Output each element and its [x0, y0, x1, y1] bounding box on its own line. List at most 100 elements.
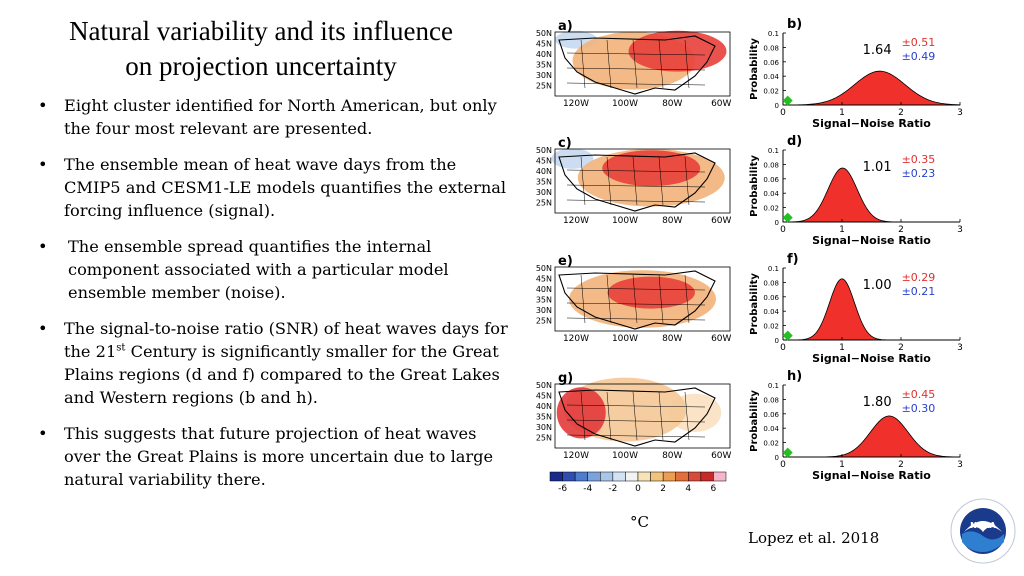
bullet-dot-icon: • — [38, 96, 48, 115]
y-tick-label: 0.06 — [763, 176, 779, 184]
state-border — [566, 317, 706, 321]
bullet-item: • This suggests that future projection of… — [38, 422, 508, 491]
state-border — [684, 156, 690, 206]
snr-upper-uncertainty: ±0.51 — [902, 36, 936, 49]
bullet-superscript: st — [116, 342, 126, 354]
lon-tick-label: 80W — [662, 334, 682, 344]
x-tick-label: 1 — [839, 108, 845, 118]
y-tick-label: 0.06 — [763, 411, 779, 419]
heat-shading — [628, 30, 727, 72]
state-border — [566, 199, 706, 203]
colorbar-swatch — [600, 471, 614, 482]
state-border — [658, 156, 664, 206]
lat-tick-label: 40N — [536, 402, 552, 411]
lon-tick-label: 60W — [711, 451, 731, 461]
lat-tick-label: 45N — [536, 40, 552, 49]
y-tick-label: 0 — [775, 337, 779, 345]
colorbar-tick-label: -4 — [583, 484, 592, 494]
y-axis-title: Probability — [749, 38, 760, 100]
bullet-dot-icon: • — [38, 424, 48, 443]
probability-panel: h) 0 1 2 3 0 0.02 0.04 0.06 0.08 0.1 Signal−Noise R… — [749, 369, 963, 482]
prob-panel-label: b) — [787, 17, 802, 32]
y-tick-label: 0.04 — [763, 308, 779, 316]
heat-shading — [668, 393, 722, 432]
colorbar-swatch — [713, 471, 727, 482]
map-panel-label: c) — [558, 136, 572, 151]
y-tick-label: 0.04 — [763, 425, 779, 433]
colorbar-swatch — [700, 471, 714, 482]
lon-tick-label: 100W — [612, 451, 638, 461]
lon-tick-label: 120W — [563, 334, 589, 344]
x-tick-label: 0 — [780, 108, 786, 118]
bullet-item: • The ensemble mean of heat wave days fro… — [38, 153, 508, 222]
bullet-dot-icon: • — [38, 319, 48, 338]
lat-tick-label: 25N — [536, 434, 552, 443]
probability-curve — [782, 70, 961, 106]
lon-tick-label: 60W — [711, 99, 731, 109]
colorbar-swatch — [612, 471, 626, 482]
heat-shading — [569, 270, 716, 328]
colorbar-swatch — [650, 471, 664, 482]
x-tick-label: 0 — [780, 225, 786, 235]
lat-tick-label: 40N — [536, 167, 552, 176]
x-tick-label: 0 — [780, 343, 786, 353]
x-tick-label: 1 — [839, 460, 845, 470]
y-axis-title: Probability — [749, 390, 760, 452]
colorbar-tick-label: 4 — [685, 484, 691, 494]
lat-tick-label: 50N — [536, 29, 552, 38]
colorbar-swatch — [637, 471, 651, 482]
lat-tick-label: 30N — [536, 306, 552, 315]
x-tick-label: 3 — [957, 225, 963, 235]
map-background — [555, 32, 730, 96]
y-tick-label: 0.02 — [763, 205, 779, 213]
map-panel-label: e) — [558, 254, 573, 269]
lon-tick-label: 120W — [563, 451, 589, 461]
heat-shading — [556, 387, 606, 439]
state-border — [566, 434, 706, 438]
bullet-text: The ensemble mean of heat wave days from… — [64, 155, 507, 220]
colorbar-tick-label: 0 — [635, 484, 641, 494]
y-axis-title: Probability — [749, 273, 760, 335]
bullet-text-post: Century is significantly smaller for the… — [64, 342, 500, 407]
lon-tick-label: 100W — [612, 99, 638, 109]
lon-tick-label: 120W — [563, 99, 589, 109]
bullet-text: Eight cluster identified for North Ameri… — [64, 96, 497, 138]
colorbar-swatch — [688, 471, 702, 482]
y-tick-label: 0.08 — [763, 279, 779, 287]
x-axis-title: Signal−Noise Ratio — [812, 117, 931, 130]
probability-panel: d) 0 1 2 3 0 0.02 0.04 0.06 0.08 0.1 Signal−Noise R… — [749, 134, 963, 247]
bullet-item: • The ensemble spread quantifies the inte… — [38, 235, 508, 304]
x-tick-label: 2 — [898, 343, 904, 353]
logo-text: NOAA — [970, 521, 996, 530]
heat-shading — [602, 150, 701, 187]
colorbar-swatch — [662, 471, 676, 482]
x-axis-title: Signal−Noise Ratio — [812, 234, 931, 247]
lat-tick-label: 35N — [536, 296, 552, 305]
colorbar-tick-label: -6 — [558, 484, 567, 494]
observed-marker — [782, 447, 793, 458]
y-tick-label: 0.1 — [768, 30, 779, 38]
lat-tick-label: 35N — [536, 178, 552, 187]
country-outline — [558, 270, 716, 330]
heat-shading — [551, 148, 594, 169]
state-border — [632, 156, 638, 206]
heat-shading — [563, 377, 687, 442]
snr-mean-value: 1.64 — [863, 43, 892, 58]
y-tick-label: 0 — [775, 102, 779, 110]
x-tick-label: 1 — [839, 343, 845, 353]
lat-tick-label: 25N — [536, 82, 552, 91]
state-border — [580, 274, 586, 324]
bullet-dot-icon: • — [38, 155, 48, 174]
title-line-1: Natural variability and its influence — [69, 16, 453, 46]
colorbar-tick-label: 6 — [711, 484, 717, 494]
prob-panel-label: f) — [787, 252, 799, 267]
y-tick-label: 0 — [775, 219, 779, 227]
lat-tick-label: 45N — [536, 157, 552, 166]
observed-marker — [782, 330, 793, 341]
bullet-text-pre: The signal-to-noise ratio (SNR) of heat … — [64, 319, 508, 361]
citation: Lopez et al. 2018 — [748, 529, 880, 547]
probability-panel: f) 0 1 2 3 0 0.02 0.04 0.06 0.08 0.1 Signal−Noise R… — [749, 252, 963, 365]
lon-tick-label: 60W — [711, 334, 731, 344]
